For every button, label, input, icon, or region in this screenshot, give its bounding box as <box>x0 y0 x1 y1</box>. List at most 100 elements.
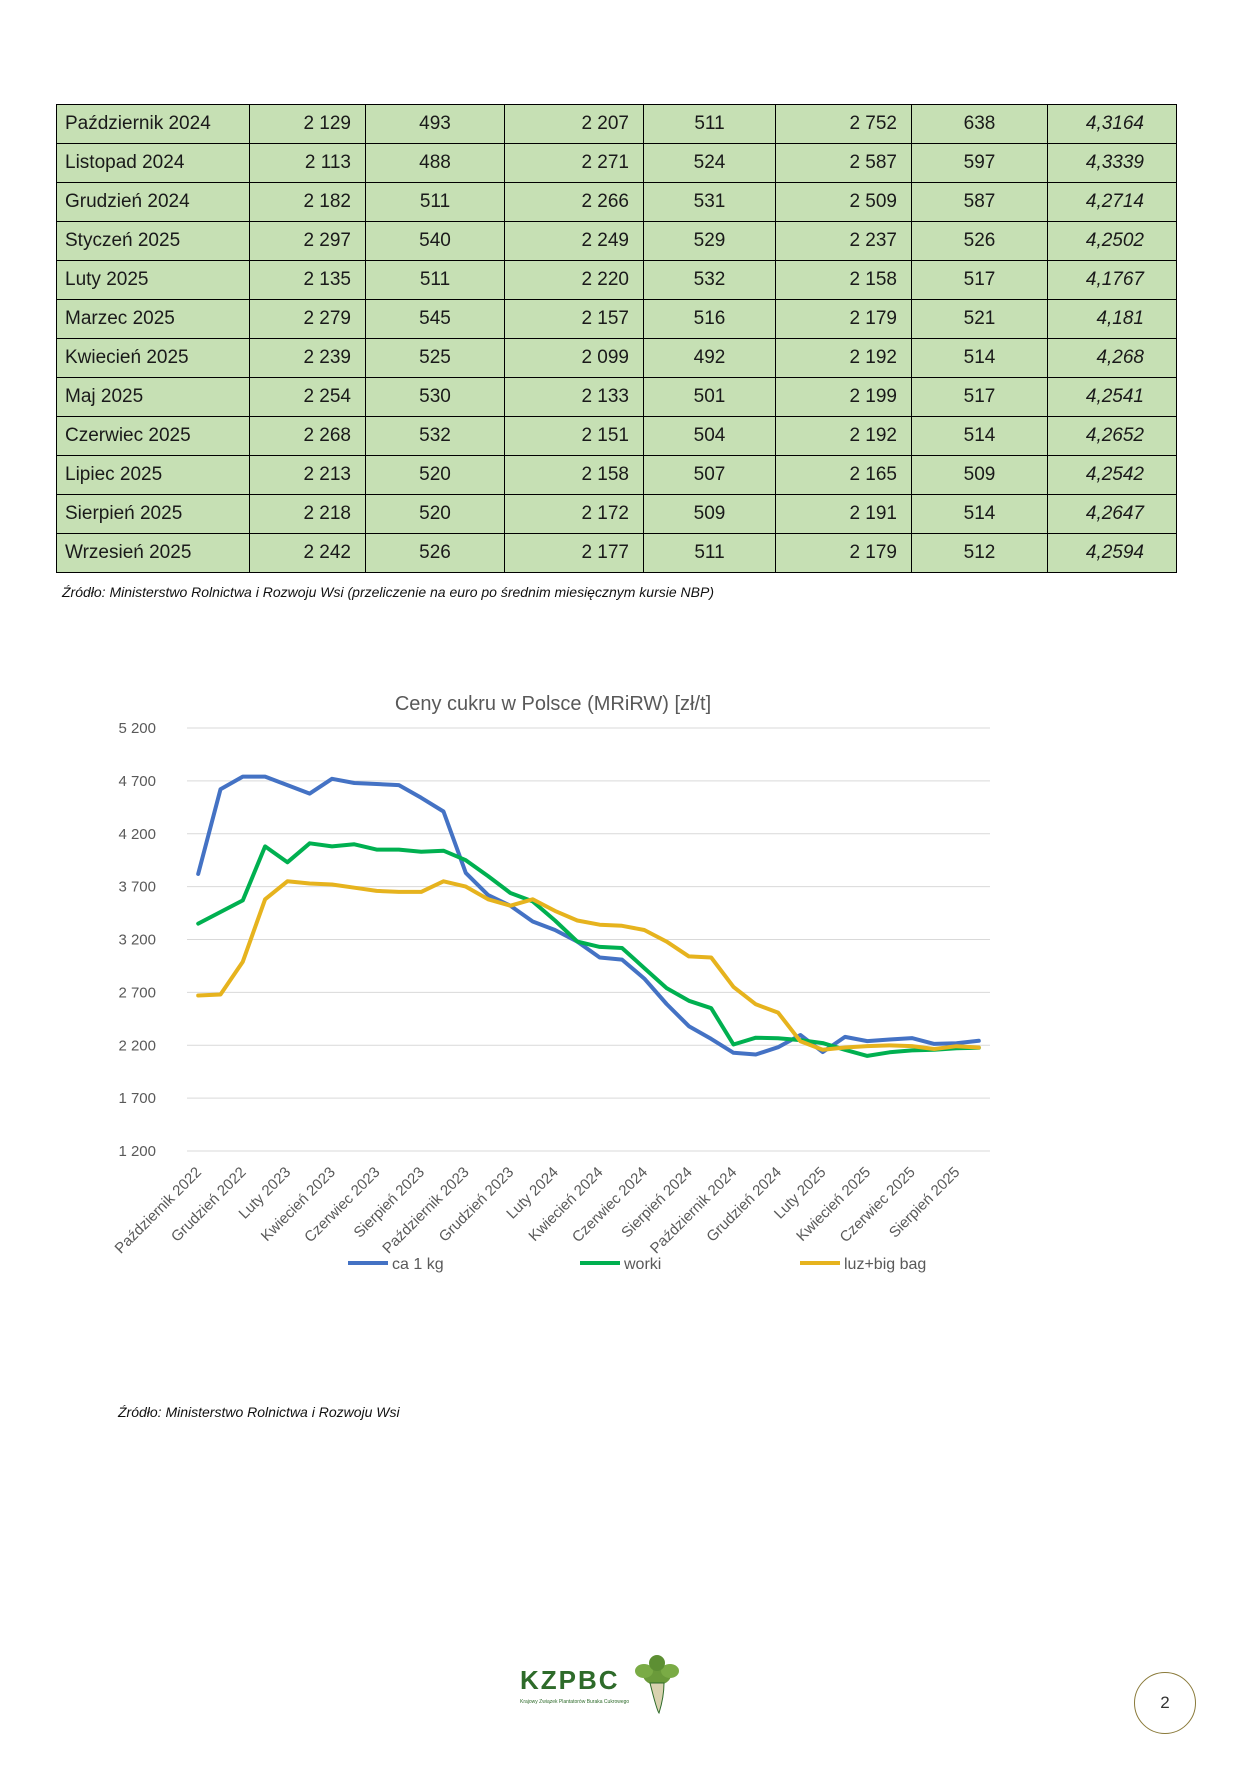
month-cell: Czerwiec 2025 <box>56 416 250 456</box>
chart-title: Ceny cukru w Polsce (MRiRW) [zł/t] <box>395 693 711 715</box>
month-cell: Maj 2025 <box>56 377 250 417</box>
price-pln-cell: 2 192 <box>775 338 912 378</box>
price-eur-cell: 545 <box>365 299 505 339</box>
sugar-price-chart: Ceny cukru w Polsce (MRiRW) [zł/t] 1 200 1… <box>112 693 990 1273</box>
table-row: Marzec 2025 2 279 545 2 157 516 2 179 521 4,181 <box>56 299 1177 339</box>
price-eur-cell: 587 <box>911 182 1048 222</box>
price-pln-cell: 2 165 <box>775 455 912 495</box>
price-eur-cell: 493 <box>365 104 505 144</box>
table-body: Październik 2024 2 129 493 2 207 511 2 752 638… <box>56 104 1177 573</box>
price-pln-cell: 2 249 <box>504 221 644 261</box>
price-pln-cell: 2 237 <box>775 221 912 261</box>
month-cell: Styczeń 2025 <box>56 221 250 261</box>
price-pln-cell: 2 266 <box>504 182 644 222</box>
price-eur-cell: 520 <box>365 494 505 534</box>
price-eur-cell: 492 <box>643 338 776 378</box>
month-cell: Marzec 2025 <box>56 299 250 339</box>
price-pln-cell: 2 509 <box>775 182 912 222</box>
price-eur-cell: 511 <box>643 104 776 144</box>
exchange-rate-cell: 4,1767 <box>1047 260 1177 300</box>
price-pln-cell: 2 158 <box>775 260 912 300</box>
price-eur-cell: 511 <box>365 260 505 300</box>
price-pln-cell: 2 133 <box>504 377 644 417</box>
price-pln-cell: 2 177 <box>504 533 644 573</box>
price-eur-cell: 514 <box>911 338 1048 378</box>
price-pln-cell: 2 099 <box>504 338 644 378</box>
price-eur-cell: 517 <box>911 260 1048 300</box>
price-eur-cell: 488 <box>365 143 505 183</box>
y-tick-label: 3 700 <box>118 879 156 896</box>
exchange-rate-cell: 4,2542 <box>1047 455 1177 495</box>
price-eur-cell: 517 <box>911 377 1048 417</box>
price-pln-cell: 2 213 <box>249 455 366 495</box>
price-pln-cell: 2 752 <box>775 104 912 144</box>
price-pln-cell: 2 254 <box>249 377 366 417</box>
price-pln-cell: 2 239 <box>249 338 366 378</box>
price-eur-cell: 504 <box>643 416 776 456</box>
month-cell: Listopad 2024 <box>56 143 250 183</box>
table-row: Luty 2025 2 135 511 2 220 532 2 158 517 4,1767 <box>56 260 1177 300</box>
table-row: Grudzień 2024 2 182 511 2 266 531 2 509 587 4,2… <box>56 182 1177 222</box>
price-pln-cell: 2 218 <box>249 494 366 534</box>
price-eur-cell: 526 <box>365 533 505 573</box>
month-cell: Październik 2024 <box>56 104 250 144</box>
price-eur-cell: 531 <box>643 182 776 222</box>
price-pln-cell: 2 135 <box>249 260 366 300</box>
price-table: Październik 2024 2 129 493 2 207 511 2 752 638… <box>56 104 1177 573</box>
exchange-rate-cell: 4,181 <box>1047 299 1177 339</box>
price-eur-cell: 509 <box>643 494 776 534</box>
price-eur-cell: 507 <box>643 455 776 495</box>
y-tick-label: 2 700 <box>118 984 156 1001</box>
sugar-beet-icon <box>635 1655 679 1714</box>
page-number: 2 <box>1134 1672 1196 1734</box>
y-tick-label: 2 200 <box>118 1037 156 1054</box>
month-cell: Kwiecień 2025 <box>56 338 250 378</box>
exchange-rate-cell: 4,2647 <box>1047 494 1177 534</box>
price-eur-cell: 511 <box>365 182 505 222</box>
price-eur-cell: 529 <box>643 221 776 261</box>
price-eur-cell: 512 <box>911 533 1048 573</box>
price-eur-cell: 530 <box>365 377 505 417</box>
price-pln-cell: 2 192 <box>775 416 912 456</box>
exchange-rate-cell: 4,3339 <box>1047 143 1177 183</box>
price-pln-cell: 2 271 <box>504 143 644 183</box>
price-pln-cell: 2 151 <box>504 416 644 456</box>
price-eur-cell: 638 <box>911 104 1048 144</box>
table-row: Kwiecień 2025 2 239 525 2 099 492 2 192 514 4,2… <box>56 338 1177 378</box>
table-source-note: Źródło: Ministerstwo Rolnictwa i Rozwoju… <box>62 584 714 600</box>
month-cell: Lipiec 2025 <box>56 455 250 495</box>
price-pln-cell: 2 268 <box>249 416 366 456</box>
price-eur-cell: 540 <box>365 221 505 261</box>
y-tick-label: 3 200 <box>118 932 156 949</box>
exchange-rate-cell: 4,2541 <box>1047 377 1177 417</box>
y-tick-label: 4 200 <box>118 826 156 843</box>
price-pln-cell: 2 191 <box>775 494 912 534</box>
exchange-rate-cell: 4,2652 <box>1047 416 1177 456</box>
price-pln-cell: 2 172 <box>504 494 644 534</box>
exchange-rate-cell: 4,2714 <box>1047 182 1177 222</box>
series-line-worki <box>196 841 981 1058</box>
table-row: Styczeń 2025 2 297 540 2 249 529 2 237 526 4,25… <box>56 221 1177 261</box>
price-pln-cell: 2 587 <box>775 143 912 183</box>
month-cell: Luty 2025 <box>56 260 250 300</box>
price-eur-cell: 521 <box>911 299 1048 339</box>
exchange-rate-cell: 4,268 <box>1047 338 1177 378</box>
price-eur-cell: 501 <box>643 377 776 417</box>
y-tick-label: 5 200 <box>118 720 156 737</box>
exchange-rate-cell: 4,3164 <box>1047 104 1177 144</box>
price-eur-cell: 532 <box>643 260 776 300</box>
price-pln-cell: 2 207 <box>504 104 644 144</box>
price-eur-cell: 514 <box>911 416 1048 456</box>
price-eur-cell: 597 <box>911 143 1048 183</box>
price-eur-cell: 511 <box>643 533 776 573</box>
legend-label: ca 1 kg <box>392 1256 444 1273</box>
price-pln-cell: 2 158 <box>504 455 644 495</box>
price-pln-cell: 2 297 <box>249 221 366 261</box>
table-row: Sierpień 2025 2 218 520 2 172 509 2 191 514 4,2… <box>56 494 1177 534</box>
price-eur-cell: 526 <box>911 221 1048 261</box>
y-tick-label: 1 200 <box>118 1143 156 1160</box>
price-pln-cell: 2 220 <box>504 260 644 300</box>
month-cell: Grudzień 2024 <box>56 182 250 222</box>
price-pln-cell: 2 279 <box>249 299 366 339</box>
exchange-rate-cell: 4,2502 <box>1047 221 1177 261</box>
